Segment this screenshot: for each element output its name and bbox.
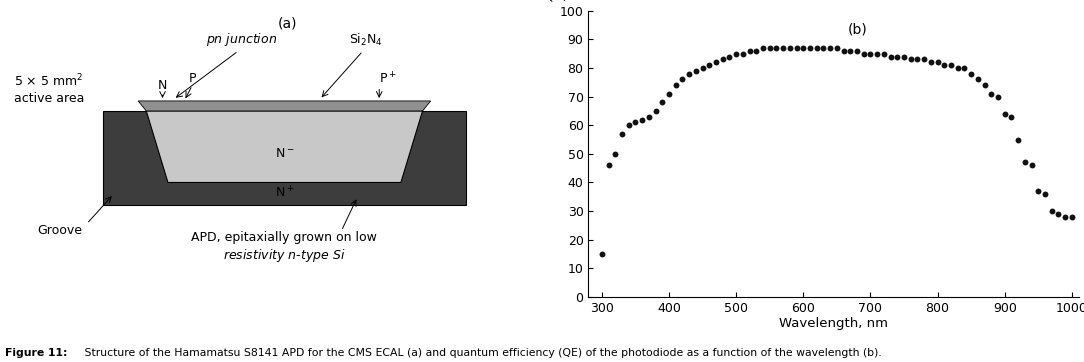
Text: APD, epitaxially grown on low: APD, epitaxially grown on low <box>192 231 377 244</box>
Point <box>950 65 967 71</box>
Point <box>774 45 791 51</box>
Text: Figure 11:: Figure 11: <box>5 348 68 358</box>
Point <box>916 56 933 62</box>
Point <box>1009 136 1027 142</box>
Bar <box>103 111 466 205</box>
Point <box>801 45 818 51</box>
Point <box>633 117 650 122</box>
Text: P: P <box>189 72 196 85</box>
Text: Structure of the Hamamatsu S8141 APD for the CMS ECAL (a) and quantum efficiency: Structure of the Hamamatsu S8141 APD for… <box>81 348 882 358</box>
Point <box>795 45 812 51</box>
Point <box>748 48 765 54</box>
Point <box>593 251 610 257</box>
Point <box>767 45 785 51</box>
Point <box>694 65 711 71</box>
X-axis label: Wavelength, nm: Wavelength, nm <box>779 317 888 331</box>
Point <box>654 100 671 105</box>
Point <box>667 82 684 88</box>
Point <box>855 51 873 57</box>
Point <box>700 62 718 68</box>
Point <box>788 45 805 51</box>
Point <box>1003 114 1020 119</box>
Point <box>1016 160 1033 165</box>
Point <box>1036 191 1054 197</box>
Point <box>815 45 833 51</box>
Polygon shape <box>146 111 423 182</box>
Polygon shape <box>138 101 430 111</box>
Point <box>782 45 799 51</box>
Point <box>808 45 825 51</box>
Point <box>727 51 745 57</box>
Point <box>674 77 692 83</box>
Point <box>841 48 859 54</box>
Point <box>942 62 959 68</box>
Point <box>1049 211 1067 217</box>
Point <box>1063 214 1081 220</box>
Text: (b): (b) <box>848 22 868 36</box>
Point <box>599 163 617 168</box>
Point <box>1023 163 1041 168</box>
Point <box>660 91 678 97</box>
Point <box>990 94 1007 100</box>
Point <box>681 71 698 77</box>
Point <box>902 56 919 62</box>
Point <box>895 54 913 59</box>
Point <box>828 45 846 51</box>
Point <box>754 45 772 51</box>
Point <box>647 108 664 114</box>
Point <box>734 51 751 57</box>
Point <box>929 59 946 65</box>
Point <box>714 56 732 62</box>
Text: $pn$ junction: $pn$ junction <box>206 31 276 48</box>
Point <box>1057 214 1074 220</box>
Point <box>862 51 879 57</box>
Point <box>687 68 705 74</box>
Point <box>1043 208 1060 214</box>
Text: (a): (a) <box>278 17 297 30</box>
Point <box>868 51 886 57</box>
Point <box>627 119 644 125</box>
Point <box>982 91 999 97</box>
Point <box>908 56 926 62</box>
Text: N$^-$: N$^-$ <box>274 147 294 160</box>
Point <box>620 122 637 128</box>
Point <box>641 114 658 119</box>
Point <box>614 131 631 137</box>
Text: Si$_2$N$_4$: Si$_2$N$_4$ <box>349 32 383 48</box>
Point <box>969 77 986 83</box>
Point <box>1030 188 1047 194</box>
Point <box>889 54 906 59</box>
Text: resistivity $n$-type Si: resistivity $n$-type Si <box>223 247 346 264</box>
Point <box>721 54 738 59</box>
Text: 5 × 5 mm$^2$: 5 × 5 mm$^2$ <box>13 73 83 89</box>
Point <box>875 51 892 57</box>
Text: Groove: Groove <box>37 224 82 237</box>
Point <box>835 48 852 54</box>
Point <box>708 59 725 65</box>
Point <box>963 71 980 77</box>
Point <box>922 59 940 65</box>
Point <box>761 45 778 51</box>
Text: QE, %: QE, % <box>544 0 584 2</box>
Text: N$^+$: N$^+$ <box>274 185 294 200</box>
Text: N: N <box>158 79 167 92</box>
Point <box>996 111 1014 117</box>
Point <box>740 48 758 54</box>
Point <box>882 54 900 59</box>
Point <box>607 151 624 157</box>
Point <box>956 65 973 71</box>
Point <box>935 62 953 68</box>
Text: active area: active area <box>13 92 83 105</box>
Text: P$^+$: P$^+$ <box>379 71 397 87</box>
Point <box>849 48 866 54</box>
Point <box>822 45 839 51</box>
Point <box>976 82 993 88</box>
